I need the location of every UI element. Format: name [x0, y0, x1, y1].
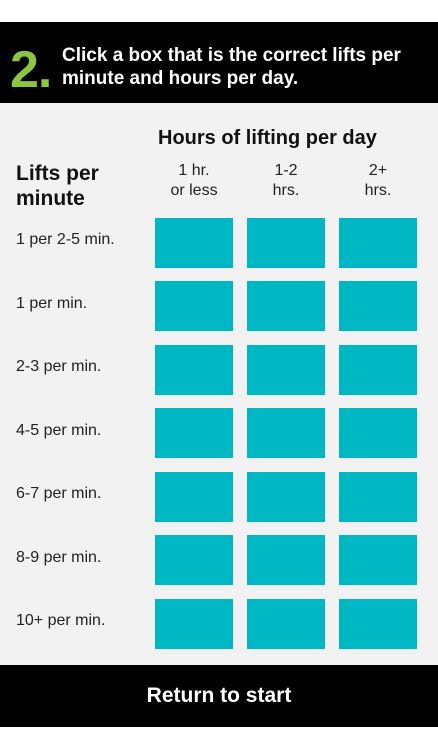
grid-cell-r7-c1[interactable]	[155, 599, 233, 649]
row-label-4: 4-5 per min.	[16, 422, 102, 439]
grid-cell-r5-c1[interactable]	[155, 472, 233, 522]
column-axis-title: Hours of lifting per day	[158, 127, 377, 149]
grid-cell-r7-c2[interactable]	[247, 599, 325, 649]
grid-cell-r1-c1[interactable]	[155, 218, 233, 268]
grid-cell-r4-c1[interactable]	[155, 408, 233, 458]
column-header-line2: or less	[170, 182, 218, 199]
grid-cell-r1-c2[interactable]	[247, 218, 325, 268]
selection-grid-area: Hours of lifting per day Lifts per minut…	[0, 103, 438, 665]
return-to-start-button[interactable]: Return to start	[0, 665, 438, 727]
row-label-7: 10+ per min.	[16, 612, 106, 629]
row-axis-title: Lifts per minute	[16, 162, 99, 210]
column-header-line1: 2+	[368, 162, 388, 179]
grid-cell-r4-c3[interactable]	[339, 408, 417, 458]
grid-cell-r2-c2[interactable]	[247, 281, 325, 331]
grid-cell-r4-c2[interactable]	[247, 408, 325, 458]
grid-cell-r2-c3[interactable]	[339, 281, 417, 331]
step-number: 2.	[10, 41, 52, 99]
row-label-6: 8-9 per min.	[16, 549, 102, 566]
grid-cell-r5-c3[interactable]	[339, 472, 417, 522]
row-label-5: 6-7 per min.	[16, 485, 102, 502]
column-header-line2: hrs.	[272, 182, 300, 199]
grid-cell-r7-c3[interactable]	[339, 599, 417, 649]
column-header-2: 1-2 hrs.	[246, 161, 326, 201]
grid-cell-r3-c2[interactable]	[247, 345, 325, 395]
column-header-line2: hrs.	[364, 182, 392, 199]
row-label-1: 1 per 2-5 min.	[16, 231, 115, 248]
top-strip	[0, 0, 438, 22]
bottom-strip	[0, 727, 438, 750]
grid-cell-r3-c3[interactable]	[339, 345, 417, 395]
grid-cell-r6-c2[interactable]	[247, 535, 325, 585]
column-header-1: 1 hr. or less	[154, 161, 234, 201]
grid-cell-r1-c3[interactable]	[339, 218, 417, 268]
column-header-3: 2+ hrs.	[338, 161, 418, 201]
column-header-line1: 1-2	[274, 162, 298, 179]
grid-cell-r2-c1[interactable]	[155, 281, 233, 331]
grid-cell-r6-c1[interactable]	[155, 535, 233, 585]
row-label-3: 2-3 per min.	[16, 358, 102, 375]
instruction-header: 2. Click a box that is the correct lifts…	[0, 22, 438, 103]
column-header-line1: 1 hr.	[178, 162, 210, 179]
row-label-2: 1 per min.	[16, 295, 88, 312]
grid-cell-r5-c2[interactable]	[247, 472, 325, 522]
grid-cell-r6-c3[interactable]	[339, 535, 417, 585]
grid-cell-r3-c1[interactable]	[155, 345, 233, 395]
instruction-text: Click a box that is the correct lifts pe…	[62, 45, 401, 89]
return-to-start-label: Return to start	[146, 684, 292, 707]
